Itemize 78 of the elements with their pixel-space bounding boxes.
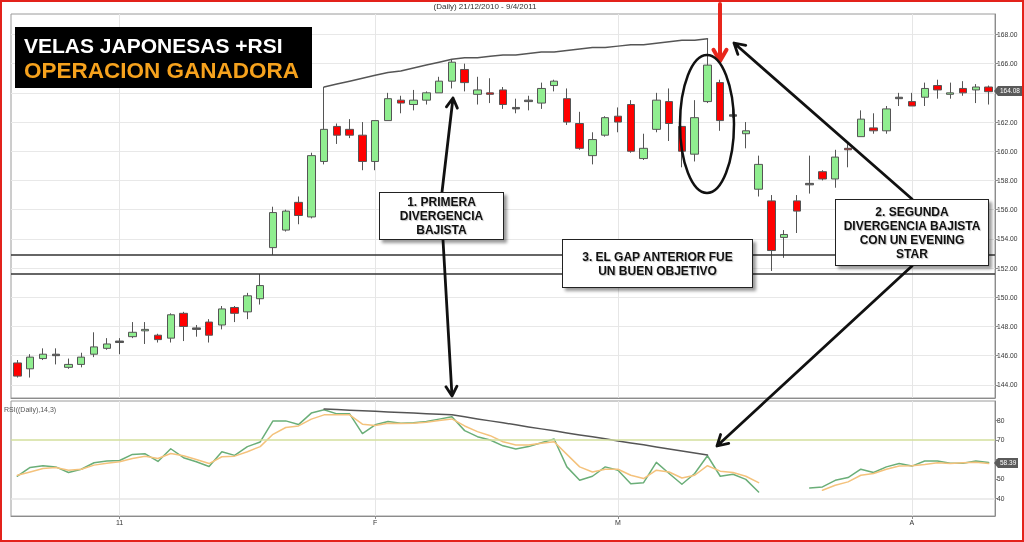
candlestick [921,82,929,107]
candlestick [26,353,34,379]
candlestick [665,87,673,142]
candlestick [754,155,763,198]
candlestick [499,86,507,110]
line-series [323,408,709,456]
candlestick [627,99,635,154]
candlestick [269,206,277,256]
candlestick [818,169,827,181]
candlestick [460,63,469,92]
candlestick [77,352,85,368]
candlestick [179,311,188,342]
candlestick [90,331,98,358]
candlestick [575,111,584,151]
candlestick [869,112,878,135]
candlestick [524,95,533,111]
candlestick [435,76,443,94]
candlestick [345,118,354,139]
candlestick [486,77,494,104]
candlestick [959,80,967,97]
candlestick [128,321,137,339]
candlestick [946,82,954,100]
candlestick [358,121,367,171]
text: VELAS JAPONESAS +RSI [24,33,284,58]
candlestick [933,79,942,100]
candlestick [473,76,482,106]
candlestick [895,92,903,107]
candlestick [141,321,149,345]
candlestick [639,133,648,161]
candlestick [857,109,865,138]
candlestick [831,149,839,189]
candlestick [192,324,201,338]
candlestick [716,79,724,132]
candlestick [294,196,303,225]
candlestick [64,358,73,370]
text: (Daily) 21/12/2010 - 9/4/2011 [432,2,538,12]
candlestick [690,99,699,162]
candlestick [333,123,341,145]
candlestick [243,292,252,320]
candlestick [550,79,558,92]
candlestick [256,273,264,306]
annotation: 3. EL GAP ANTERIOR FUE UN BUEN OBJETIVO [581,249,734,278]
candlestick [793,194,801,234]
candlestick [512,98,520,114]
candlestick [384,92,392,122]
candlestick [652,92,661,133]
candlestick [422,90,431,106]
candlestick [537,82,546,110]
candlestick [780,229,788,259]
candlestick [882,105,891,135]
candlestick [972,83,980,104]
candlestick [230,305,239,323]
candlestick [115,337,124,355]
annotation: 1. PRIMERA DIVERGENCIA BAJISTA [398,195,485,237]
annotation: 2. SEGUNDA DIVERGENCIA BAJISTA CON UN EVENING STAR [842,204,982,261]
candlestick [218,305,226,330]
candlestick [742,121,750,149]
candlestick [409,89,418,111]
candlestick [614,106,622,133]
candlestick [563,87,571,126]
text: OPERACION GANADORA [24,58,300,83]
candlestick [205,318,213,344]
candlestick [282,209,290,233]
candlestick [908,92,916,107]
candlestick [588,131,597,165]
candlestick [984,85,993,106]
candlestick [13,359,22,379]
candlestick [39,347,47,361]
candlestick [767,194,776,272]
candlestick [167,312,175,344]
candlestick [154,333,162,344]
candlestick [805,155,814,195]
candlestick [601,115,609,138]
candlestick [52,347,60,365]
candlestick [103,337,111,351]
candlestick [307,152,316,219]
candlestick [371,120,379,171]
candlestick [397,95,405,114]
